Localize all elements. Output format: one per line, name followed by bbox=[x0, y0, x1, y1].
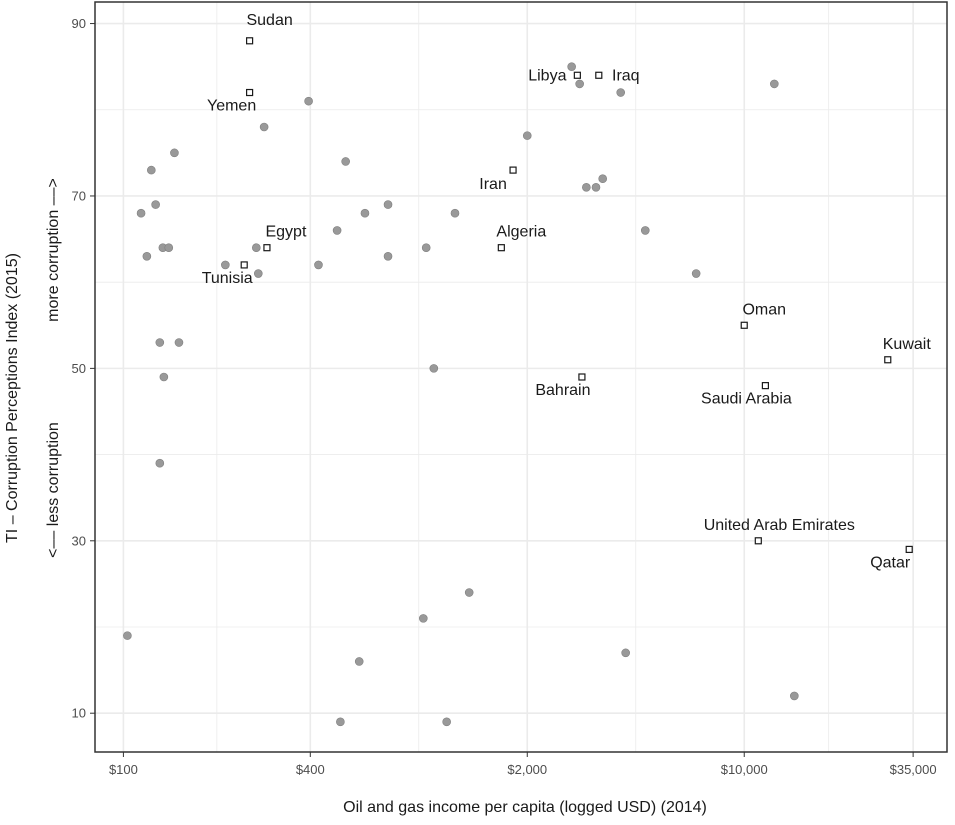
data-point bbox=[616, 88, 626, 97]
data-point bbox=[383, 200, 393, 209]
data-point bbox=[354, 657, 364, 666]
grid-minor bbox=[95, 2, 947, 752]
data-point bbox=[341, 157, 350, 166]
data-point-qatar bbox=[905, 545, 913, 554]
points-labeled bbox=[240, 37, 913, 554]
data-point bbox=[621, 648, 630, 658]
data-point bbox=[142, 252, 152, 261]
data-point-united-arab-emirates bbox=[754, 537, 762, 545]
data-point bbox=[421, 243, 431, 252]
data-point bbox=[170, 148, 179, 158]
data-point bbox=[598, 174, 608, 184]
data-point bbox=[252, 243, 261, 252]
point-label-qatar: Qatar bbox=[870, 554, 911, 571]
panel-border bbox=[94, 1, 948, 753]
y-tick-label: 30 bbox=[72, 533, 86, 548]
point-label-algeria: Algeria bbox=[496, 224, 546, 241]
x-tick-label: $100 bbox=[109, 762, 138, 777]
point-label-oman: Oman bbox=[742, 301, 786, 318]
data-point bbox=[522, 131, 532, 140]
data-point-bahrain bbox=[578, 373, 586, 381]
data-point bbox=[770, 79, 779, 89]
point-label-egypt: Egypt bbox=[265, 224, 306, 241]
point-label-yemen: Yemen bbox=[207, 98, 256, 115]
point-label-tunisia: Tunisia bbox=[202, 270, 253, 287]
data-point bbox=[450, 208, 460, 218]
data-point bbox=[691, 269, 701, 278]
data-point bbox=[123, 631, 132, 640]
data-point bbox=[151, 200, 160, 209]
data-point bbox=[259, 122, 269, 132]
data-point-algeria bbox=[497, 244, 505, 252]
data-point-libya bbox=[573, 71, 581, 79]
data-point-sudan bbox=[246, 37, 254, 45]
data-point bbox=[591, 183, 601, 192]
data-point bbox=[567, 62, 576, 71]
grid-major bbox=[95, 2, 947, 752]
point-label-iran: Iran bbox=[479, 176, 507, 193]
point-label-united-arab-emirates: United Arab Emirates bbox=[704, 517, 855, 534]
y-axis-ticks: 10 30 50 70 90 bbox=[72, 16, 95, 721]
x-axis-title: Oil and gas income per capita (logged US… bbox=[343, 799, 707, 816]
point-label-kuwait: Kuwait bbox=[883, 336, 932, 353]
y-axis-note-less: <–– less corruption bbox=[45, 422, 62, 558]
point-label-sudan: Sudan bbox=[246, 12, 292, 29]
x-tick-label: $400 bbox=[296, 762, 325, 777]
data-point bbox=[640, 226, 650, 235]
data-point bbox=[575, 79, 584, 89]
data-point-iran bbox=[509, 166, 517, 174]
point-label-iraq: Iraq bbox=[612, 67, 640, 84]
data-point bbox=[314, 260, 323, 270]
data-point bbox=[442, 717, 451, 727]
data-point bbox=[336, 717, 345, 727]
data-point bbox=[147, 165, 156, 175]
point-label-bahrain: Bahrain bbox=[535, 382, 590, 399]
data-point-iraq bbox=[595, 71, 603, 79]
x-tick-label: $2,000 bbox=[507, 762, 547, 777]
points-unlabeled bbox=[123, 62, 799, 727]
point-label-saudi-arabia: Saudi Arabia bbox=[701, 391, 792, 408]
data-point-tunisia bbox=[240, 261, 248, 269]
data-point-saudi-arabia bbox=[761, 382, 769, 390]
data-point bbox=[464, 588, 474, 597]
y-axis-title: TI – Corruption Perceptions Index (2015) bbox=[4, 253, 21, 543]
data-point bbox=[164, 243, 174, 252]
data-point bbox=[360, 208, 370, 218]
data-point bbox=[174, 338, 184, 347]
y-tick-label: 50 bbox=[72, 361, 86, 376]
data-point bbox=[582, 183, 591, 192]
data-point-kuwait bbox=[884, 356, 892, 364]
data-point bbox=[332, 226, 342, 235]
data-point bbox=[419, 614, 428, 623]
data-point bbox=[155, 458, 165, 468]
y-tick-label: 70 bbox=[72, 188, 86, 203]
x-axis-ticks: $100 $400 $2,000 $10,000 $35,000 bbox=[109, 752, 937, 777]
data-point bbox=[159, 372, 169, 382]
data-point bbox=[383, 252, 393, 261]
data-point bbox=[429, 364, 439, 373]
data-point-yemen bbox=[246, 88, 254, 97]
y-tick-label: 10 bbox=[72, 706, 86, 721]
data-point bbox=[790, 691, 799, 701]
point-labels: Sudan Yemen Libya Iraq Iran Egypt Tunisia Alger… bbox=[202, 12, 932, 572]
data-point-egypt bbox=[263, 244, 271, 252]
data-point-oman bbox=[740, 321, 748, 329]
point-label-libya: Libya bbox=[528, 67, 566, 84]
data-point bbox=[155, 338, 165, 347]
y-tick-label: 90 bbox=[72, 16, 86, 31]
data-point bbox=[221, 260, 230, 270]
data-point bbox=[254, 269, 263, 278]
data-point bbox=[136, 208, 146, 218]
x-tick-label: $35,000 bbox=[890, 762, 937, 777]
y-axis-note-more: more corruption ––> bbox=[45, 178, 62, 322]
x-tick-label: $10,000 bbox=[721, 762, 768, 777]
data-point bbox=[304, 96, 313, 106]
